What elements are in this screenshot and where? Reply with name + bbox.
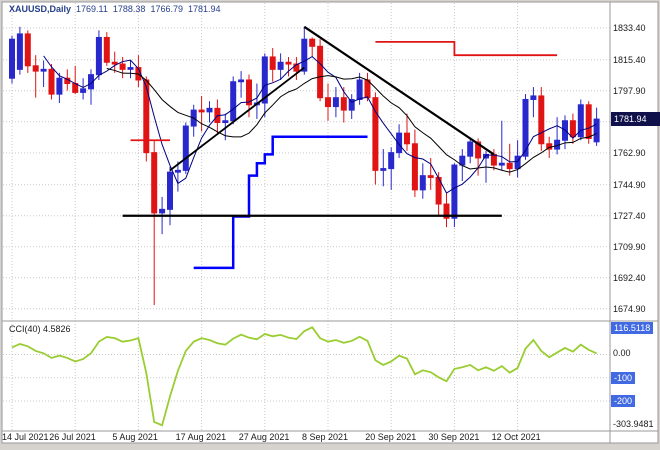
time-axis-label: 20 Sep 2021 <box>365 432 417 442</box>
time-axis-label: 12 Oct 2021 <box>491 432 541 442</box>
cci-axis-label: -303.9481 <box>613 419 654 430</box>
time-axis-label: 17 Aug 2021 <box>175 432 227 442</box>
time-axis-label: 30 Sep 2021 <box>428 432 480 442</box>
price-axis-label: 1797.90 <box>613 85 646 96</box>
price-axis-label: 1762.90 <box>613 147 646 158</box>
price-axis-label: 1833.40 <box>613 22 646 33</box>
current-price-tag: 1781.94 <box>611 112 660 127</box>
time-axis-label: 8 Sep 2021 <box>302 432 349 442</box>
cci-axis-label: -100 <box>611 371 636 384</box>
time-axis-label: 5 Aug 2021 <box>112 432 158 442</box>
cci-axis-label: 116.5118 <box>611 321 654 334</box>
price-axis-label: 1744.90 <box>613 179 646 190</box>
cci-axis-label: 0.00 <box>613 348 631 359</box>
open-value: 1769.11 <box>76 4 108 14</box>
price-axis-label: 1692.40 <box>613 272 646 283</box>
cci-indicator-label: CCI(40) 4.5826 <box>9 324 71 334</box>
price-axis-label: 1674.90 <box>613 303 646 314</box>
price-axis-label: 1709.90 <box>613 241 646 252</box>
chart-header: XAUUSD,Daily 1769.11 1788.38 1766.79 178… <box>9 4 221 14</box>
price-axis-label: 1727.40 <box>613 210 646 221</box>
price-axis-label: 1815.40 <box>613 54 646 65</box>
low-value: 1766.79 <box>150 4 183 14</box>
time-axis-label: 14 Jul 2021 <box>2 432 49 442</box>
high-value: 1788.38 <box>112 4 146 14</box>
close-value: 1781.94 <box>187 4 221 14</box>
cci-axis-label: -200 <box>611 395 636 408</box>
time-axis-label: 27 Aug 2021 <box>238 432 290 442</box>
time-axis-label: 26 Jul 2021 <box>49 432 96 442</box>
symbol-timeframe-label: XAUUSD,Daily <box>9 4 72 14</box>
